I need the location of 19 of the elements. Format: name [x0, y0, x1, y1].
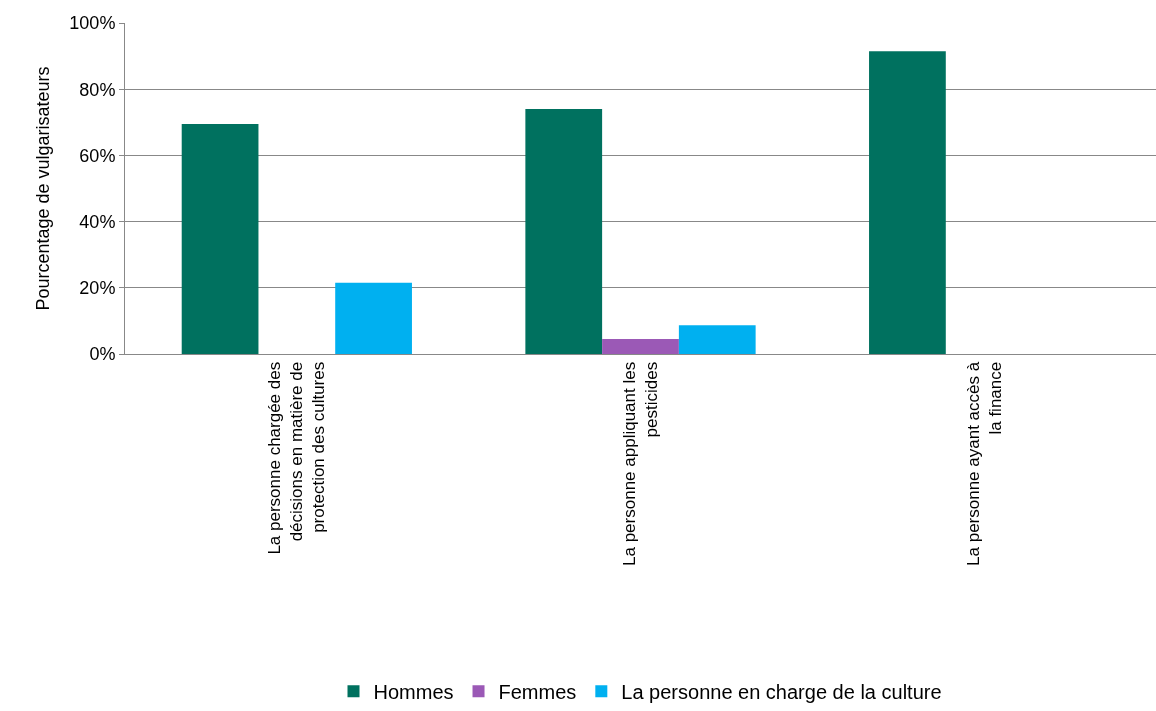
bar [525, 109, 603, 354]
y-tick-label: 40% [79, 211, 116, 232]
bar [678, 325, 756, 354]
y-tick-label: 80% [79, 79, 116, 100]
x-tick-label: La personne appliquant les pesticides [619, 361, 662, 566]
x-tick-label: La personne chargée des décisions en matière de protection des cultures [265, 361, 329, 555]
x-tick-label: La personne ayant accès à la finance [963, 361, 1005, 566]
bar [335, 282, 412, 354]
y-tick-label: 0% [89, 344, 116, 365]
bar [602, 339, 679, 354]
legend-label: La personne en charge de la culture [621, 681, 942, 704]
y-tick-label: 20% [79, 278, 116, 299]
y-tick-label: 60% [79, 145, 116, 166]
bar [181, 123, 259, 354]
y-axis-title: Pourcentage de vulgarisateurs [32, 66, 53, 311]
legend-label: Hommes [373, 681, 454, 704]
y-tick-label: 100% [69, 13, 116, 34]
bar [869, 51, 946, 354]
legend-label: Femmes [498, 681, 577, 704]
